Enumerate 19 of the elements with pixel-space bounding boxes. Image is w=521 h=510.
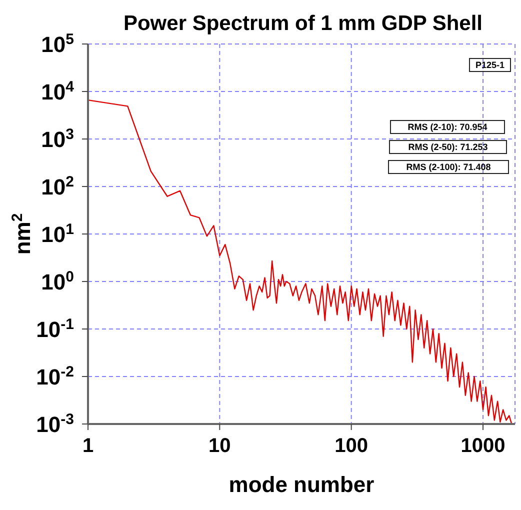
x-axis-title: mode number <box>228 472 375 497</box>
annotation: RMS (2-10): 70.954 <box>390 120 505 134</box>
y-tick-label: 10$^{-2}$ <box>36 363 74 390</box>
y-tick-label: 10$^{5}$ <box>41 30 74 57</box>
y-tick-label: 10$^{0}$ <box>41 268 74 294</box>
y-tick-label: 10$^{2}$ <box>41 173 74 200</box>
y-tick-label: 10$^{1}$ <box>41 220 74 247</box>
annotation: P125-1 <box>469 58 511 72</box>
y-tick-label: 10$^{3}$ <box>41 126 74 152</box>
y-tick-label: 10$^{-1}$ <box>36 316 74 342</box>
chart-title: Power Spectrum of 1 mm GDP Shell <box>122 12 484 36</box>
annotation: RMS (2-100): 71.408 <box>388 160 509 174</box>
x-tick-label: 10 <box>208 435 231 457</box>
y-tick-label: 10$^{-3}$ <box>36 410 74 437</box>
y-tick-label: 10$^{4}$ <box>41 78 75 104</box>
annotation: RMS (2-50): 71.253 <box>389 140 507 154</box>
x-tick-label: 1000 <box>460 435 506 457</box>
x-tick-label: 1 <box>82 435 94 457</box>
x-tick-label: 100 <box>334 435 368 457</box>
